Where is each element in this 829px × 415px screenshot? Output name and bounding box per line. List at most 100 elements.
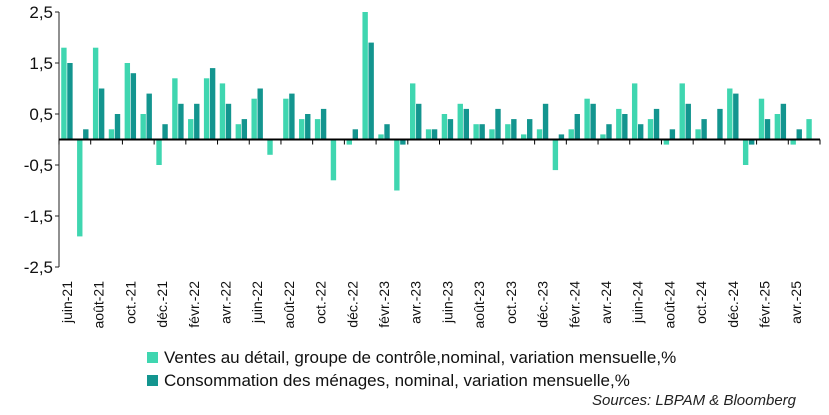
- bar-retail-sales: [616, 108, 622, 140]
- bar-household-consumption: [146, 93, 152, 140]
- bar-retail-sales: [283, 98, 289, 140]
- bar-household-consumption: [83, 129, 89, 140]
- x-tick-label: avr.-22: [218, 281, 234, 324]
- x-tick-label: juin-24: [630, 281, 646, 324]
- bar-household-consumption: [669, 129, 676, 140]
- bar-household-consumption: [400, 139, 406, 145]
- bar-household-consumption: [194, 103, 200, 140]
- bar-household-consumption: [733, 93, 739, 140]
- x-tick-label: juin-22: [249, 281, 265, 324]
- y-tick-label: 1,5: [29, 54, 53, 73]
- bar-retail-sales: [679, 83, 685, 140]
- bar-retail-sales: [156, 139, 162, 165]
- source-note: Sources: LBPAM & Bloomberg: [592, 392, 796, 409]
- bar-household-consumption: [479, 124, 485, 140]
- bar-retail-sales: [330, 139, 337, 181]
- y-tick-label: 0,5: [29, 105, 53, 124]
- bar-household-consumption: [352, 129, 359, 140]
- bar-retail-sales: [790, 139, 796, 145]
- bar-household-consumption: [225, 103, 232, 140]
- bar-retail-sales: [362, 12, 368, 140]
- bar-household-consumption: [558, 134, 565, 140]
- legend-item-retail: Ventes au détail, groupe de contrôle,nom…: [147, 346, 676, 369]
- bar-household-consumption: [653, 108, 660, 140]
- bar-retail-sales: [188, 119, 194, 140]
- bar-retail-sales: [77, 139, 83, 237]
- bar-retail-sales: [552, 139, 559, 171]
- bar-retail-sales: [568, 129, 574, 140]
- x-tick-label: avr.-25: [788, 281, 804, 324]
- bar-household-consumption: [241, 119, 248, 140]
- x-tick-label: févr.-22: [186, 281, 202, 328]
- bar-retail-sales: [663, 139, 670, 145]
- x-tick-label: août-24: [661, 281, 677, 329]
- x-tick-label: oct.-24: [693, 281, 709, 324]
- bar-retail-sales: [520, 134, 527, 140]
- x-tick-label: févr.-24: [566, 281, 582, 328]
- x-tick-label: déc.-22: [344, 281, 360, 328]
- y-tick-label: -0,5: [24, 156, 53, 175]
- bar-household-consumption: [701, 119, 707, 140]
- bar-retail-sales: [600, 134, 606, 140]
- bar-retail-sales: [441, 114, 448, 140]
- bar-household-consumption: [637, 124, 644, 140]
- bar-retail-sales: [172, 78, 178, 140]
- bar-household-consumption: [289, 93, 295, 140]
- bar-retail-sales: [806, 119, 812, 140]
- x-tick-label: août-21: [91, 281, 107, 329]
- bar-retail-sales: [457, 103, 463, 140]
- y-tick-label: -2,5: [24, 258, 53, 277]
- bar-retail-sales: [631, 83, 638, 140]
- bar-household-consumption: [764, 119, 771, 140]
- bar-retail-sales: [61, 47, 67, 140]
- bar-household-consumption: [685, 103, 691, 140]
- bar-household-consumption: [574, 114, 580, 140]
- bar-retail-sales: [505, 124, 511, 140]
- bar-household-consumption: [114, 114, 121, 140]
- bar-retail-sales: [140, 114, 146, 140]
- bar-household-consumption: [447, 119, 454, 140]
- bar-household-consumption: [320, 108, 327, 140]
- bar-retail-sales: [346, 139, 352, 145]
- x-tick-label: déc.-24: [725, 281, 741, 328]
- bar-retail-sales: [267, 139, 273, 155]
- bar-household-consumption: [130, 73, 137, 140]
- bar-retail-sales: [584, 98, 590, 140]
- bar-retail-sales: [203, 78, 210, 140]
- bar-retail-sales: [235, 124, 242, 140]
- bar-household-consumption: [384, 124, 390, 140]
- bar-household-consumption: [717, 108, 723, 140]
- bar-household-consumption: [622, 114, 628, 140]
- x-tick-label: déc.-21: [154, 281, 170, 328]
- x-tick-label: déc.-23: [535, 281, 551, 328]
- x-tick-label: févr.-23: [376, 281, 392, 328]
- x-tick-label: août-23: [471, 281, 487, 329]
- bar-household-consumption: [495, 108, 501, 140]
- bar-household-consumption: [590, 103, 596, 140]
- bar-retail-sales: [695, 129, 701, 140]
- x-tick-label: juin-21: [59, 281, 75, 324]
- bar-household-consumption: [780, 103, 787, 140]
- bar-chart-canvas: 2,5 1,5 0,5 -0,5 -1,5 -2,5 juin-21 août-21 oct.-…: [24, 3, 821, 329]
- legend: Ventes au détail, groupe de contrôle,nom…: [147, 346, 676, 392]
- bar-retail-sales: [92, 47, 99, 140]
- bar-household-consumption: [748, 139, 755, 145]
- legend-label-retail: Ventes au détail, groupe de contrôle,nom…: [164, 347, 677, 367]
- bar-retail-sales: [219, 83, 226, 140]
- bar-retail-sales: [378, 134, 384, 140]
- bar-retail-sales: [742, 139, 749, 165]
- x-tick-label: févr.-25: [757, 281, 773, 328]
- bar-retail-sales: [251, 98, 257, 140]
- bar-retail-sales: [473, 124, 479, 140]
- legend-item-consumption: Consommation des ménages, nominal, varia…: [147, 369, 676, 392]
- bar-retail-sales: [410, 83, 416, 140]
- x-tick-label: août-22: [281, 281, 297, 329]
- y-tick-label: 2,5: [29, 3, 53, 22]
- y-tick-label: -1,5: [24, 207, 53, 226]
- bar-retail-sales: [536, 129, 543, 140]
- bar-household-consumption: [416, 103, 422, 140]
- bar-household-consumption: [463, 108, 469, 140]
- bar-household-consumption: [178, 103, 184, 140]
- bar-retail-sales: [425, 129, 432, 140]
- bar-retail-sales: [314, 119, 321, 140]
